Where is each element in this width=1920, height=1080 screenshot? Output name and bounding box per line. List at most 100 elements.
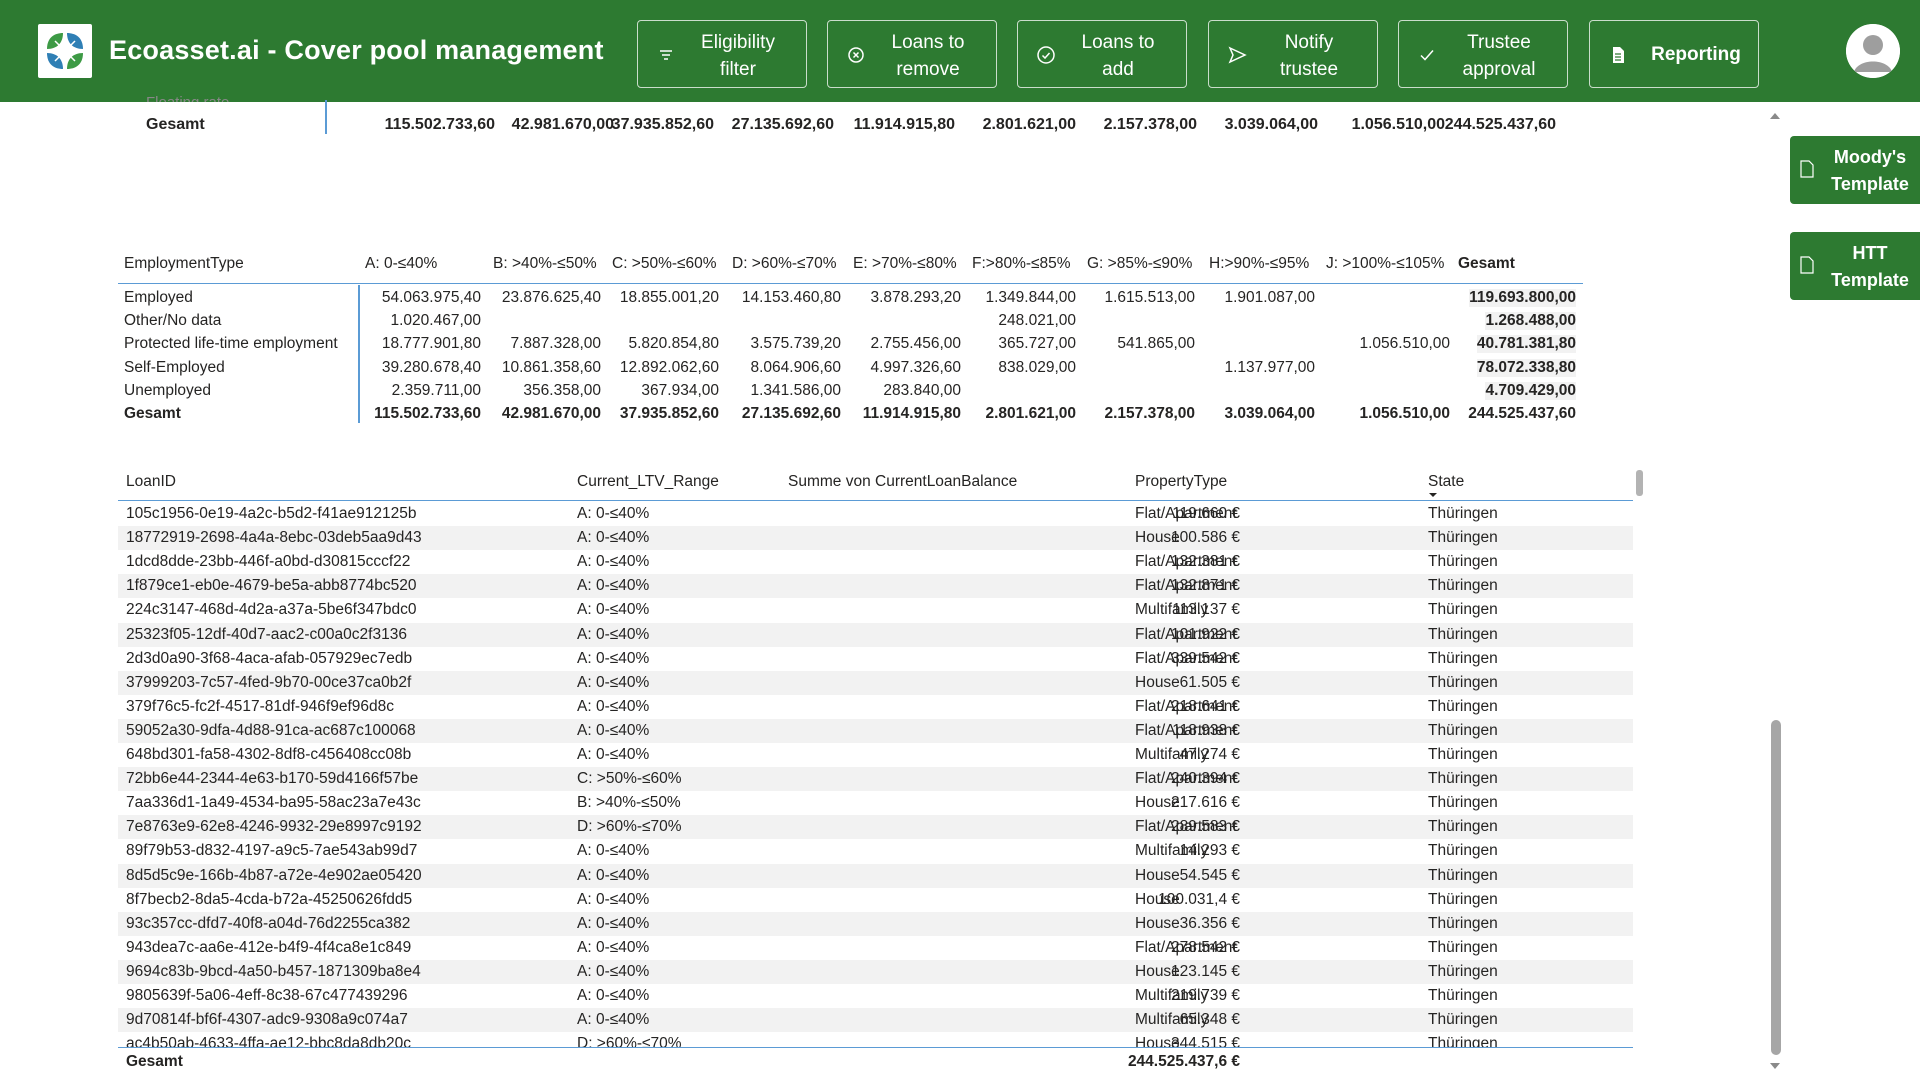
matrix-row-label: Gesamt	[124, 405, 181, 422]
scroll-up-icon[interactable]	[1769, 112, 1781, 120]
matrix-cell: 2.359.711,00	[391, 381, 481, 399]
htt-template-button[interactable]: HTT Template	[1790, 232, 1920, 300]
table-row[interactable]: 18772919-2698-4a4a-8ebc-03deb5aa9d43 A: 0…	[118, 526, 1633, 551]
matrix-cell: 119.693.800,00	[1469, 289, 1576, 307]
table-row[interactable]: 105c1956-0e19-4a2c-b5d2-f41ae912125b A: 0…	[118, 502, 1633, 526]
state-cell: Thüringen	[1428, 987, 1498, 1004]
loan-balance-cell: 240.394 €	[1171, 770, 1240, 788]
matrix-row-label: Employed	[124, 289, 193, 306]
header-property-type[interactable]: PropertyType	[1135, 473, 1228, 490]
header-state[interactable]: State	[1428, 473, 1465, 490]
page-scrollbar-thumb[interactable]	[1771, 720, 1781, 1055]
moodys-template-button[interactable]: Moody's Template	[1790, 136, 1920, 204]
loan-id-cell: 8f7becb2-8da5-4cda-b72a-45250626fdd5	[126, 890, 413, 908]
table-row[interactable]: 25323f05-12df-40d7-aac2-c00a0c2f3136 A: 0…	[118, 622, 1633, 647]
table-row[interactable]: 8d5d5c9e-166b-4b87-a72e-4e902ae05420 A: 0…	[118, 863, 1633, 888]
matrix-cell: 1.020.467,00	[390, 312, 481, 330]
notify-trustee-button[interactable]: Notify trustee	[1208, 20, 1378, 88]
property-type-cell: Flat/Apartment	[1135, 938, 1237, 956]
table-row[interactable]: 72bb6e44-2344-4e63-b170-59d4166f57be C: >…	[118, 767, 1633, 792]
ltv-range-cell: A: 0-≤40%	[577, 505, 650, 522]
sort-desc-icon[interactable]	[1428, 492, 1438, 498]
loan-id-cell: 105c1956-0e19-4a2c-b5d2-f41ae912125b	[126, 505, 417, 522]
property-type-cell: House	[1135, 962, 1180, 980]
ecoasset-logo	[38, 24, 92, 78]
employment-matrix: EmploymentType A: 0-≤40% B: >40%-≤50% C:…	[118, 251, 1583, 427]
matrix-cell: 3.878.293,20	[870, 289, 961, 306]
loan-balance-cell: 100.586 €	[1171, 529, 1240, 547]
state-cell: Thüringen	[1428, 649, 1498, 667]
state-cell: Thüringen	[1428, 1011, 1498, 1029]
loans-to-add-button[interactable]: Loans to add	[1017, 20, 1187, 88]
matrix-row: Other/No data 1.020.467,00 248.021,00 1.268…	[118, 310, 1583, 333]
header-loanid[interactable]: LoanID	[126, 473, 176, 490]
trustee-approval-button[interactable]: Trustee approval	[1398, 20, 1568, 88]
loan-balance-cell: 54.545 €	[1179, 866, 1240, 884]
table-row[interactable]: 7e8763e9-62e8-4246-9932-29e8997c9192 D: >…	[118, 815, 1633, 840]
ltv-range-cell: A: 0-≤40%	[577, 890, 650, 908]
ltv-range-cell: A: 0-≤40%	[577, 987, 650, 1004]
ltv-range-cell: A: 0-≤40%	[577, 842, 650, 860]
total-label: Gesamt	[146, 116, 205, 133]
table-row[interactable]: 8f7becb2-8da5-4cda-b72a-45250626fdd5 A: 0…	[118, 888, 1633, 912]
ltv-summary-table: Floating rate Gesamt 115.502.733,60 42.9…	[118, 94, 1558, 136]
matrix-cell: 1.901.087,00	[1224, 289, 1315, 306]
ltv-range-cell: A: 0-≤40%	[577, 649, 650, 667]
matrix-cell: 18.777.901,80	[381, 335, 481, 353]
table-row[interactable]: 93c357cc-dfd7-40f8-a04d-76d2255ca382 A: 0…	[118, 911, 1633, 936]
matrix-cell: 12.892.062,60	[619, 358, 719, 376]
table-row[interactable]: 59052a30-9dfa-4d88-91ca-ac687c100068 A: 0…	[118, 718, 1633, 743]
state-cell: Thüringen	[1428, 962, 1498, 980]
table-row[interactable]: 1f879ce1-eb0e-4679-be5a-abb8774bc520 A: 0…	[118, 574, 1633, 599]
table-row[interactable]: 89f79b53-d832-4197-a9c5-7ae543ab99d7 A: 0…	[118, 839, 1633, 863]
table-row[interactable]: 224c3147-468d-4d2a-a37a-5be6f347bdc0 A: 0…	[118, 598, 1633, 622]
ltv-range-cell: A: 0-≤40%	[577, 625, 650, 643]
user-avatar[interactable]	[1846, 24, 1900, 78]
state-cell: Thüringen	[1428, 866, 1498, 884]
eligibility-filter-button[interactable]: Eligibility filter	[637, 20, 807, 88]
ltv-range-cell: A: 0-≤40%	[577, 529, 650, 547]
loans-to-add-label-1: Loans to	[1081, 32, 1155, 53]
column-header: D: >60%-≤70%	[732, 255, 837, 272]
loan-id-cell: 37999203-7c57-4fed-9b70-00ce37ca0b2f	[126, 673, 412, 691]
reporting-button[interactable]: Reporting	[1589, 20, 1759, 88]
loan-balance-cell: 132.871 €	[1171, 577, 1240, 595]
matrix-cell: 27.135.692,60	[741, 405, 841, 422]
partial-row: Floating rate	[146, 94, 1546, 102]
table-row[interactable]: 7aa336d1-1a49-4534-ba95-58ac23a7e43c B: >…	[118, 791, 1633, 815]
matrix-cell: 3.039.064,00	[1224, 405, 1315, 422]
matrix-cell: 1.349.844,00	[985, 289, 1076, 306]
scroll-down-icon[interactable]	[1769, 1062, 1781, 1070]
loans-to-remove-button[interactable]: Loans to remove	[827, 20, 997, 88]
loan-id-cell: 9805639f-5a06-4eff-8c38-67c477439296	[126, 987, 408, 1004]
table-row[interactable]: 9694c83b-9bcd-4a50-b457-1871309ba8e4 A: 0…	[118, 959, 1633, 984]
table-row[interactable]: 9d70814f-bf6f-4307-adc9-9308a9c074a7 A: 0…	[118, 1008, 1633, 1033]
loan-table-scrollbar[interactable]	[1636, 470, 1643, 496]
header-loan-balance[interactable]: Summe von CurrentLoanBalance	[788, 473, 1018, 490]
table-row[interactable]: 943dea7c-aa6e-412e-b4f9-4f4ca8e1c849 A: 0…	[118, 936, 1633, 960]
loans-to-add-label-2: add	[1102, 59, 1134, 80]
header-ltv-range[interactable]: Current_LTV_Range	[577, 473, 719, 490]
loan-id-cell: 224c3147-468d-4d2a-a37a-5be6f347bdc0	[126, 601, 417, 619]
table-row[interactable]: 1dcd8dde-23bb-446f-a0bd-d30815cccf22 A: 0…	[118, 550, 1633, 574]
matrix-cell: 18.855.001,20	[619, 289, 719, 306]
table-row[interactable]: 37999203-7c57-4fed-9b70-00ce37ca0b2f A: 0…	[118, 670, 1633, 695]
loan-id-cell: 18772919-2698-4a4a-8ebc-03deb5aa9d43	[126, 529, 422, 547]
loan-id-cell: 8d5d5c9e-166b-4b87-a72e-4e902ae05420	[126, 866, 422, 884]
ltv-range-cell: A: 0-≤40%	[577, 1011, 650, 1029]
trustee-approval-label-1: Trustee	[1467, 32, 1531, 53]
matrix-cell: 1.615.513,00	[1104, 289, 1195, 306]
column-header: F:>80%-≤85%	[972, 255, 1071, 272]
property-type-cell: House	[1135, 866, 1180, 884]
loan-id-cell: 93c357cc-dfd7-40f8-a04d-76d2255ca382	[126, 914, 411, 932]
table-row[interactable]: 2d3d0a90-3f68-4aca-afab-057929ec7edb A: 0…	[118, 647, 1633, 671]
table-row[interactable]: 9805639f-5a06-4eff-8c38-67c477439296 A: 0…	[118, 984, 1633, 1008]
matrix-cell: 42.981.670,00	[501, 405, 601, 422]
table-row[interactable]: 379f76c5-fc2f-4517-81df-946f9ef96d8c A: 0…	[118, 695, 1633, 719]
matrix-cell: 1.056.510,00	[1359, 405, 1450, 422]
column-divider	[325, 100, 327, 134]
table-row[interactable]: 648bd301-fa58-4302-8df8-c456408cc08b A: 0…	[118, 743, 1633, 767]
loan-id-cell: 2d3d0a90-3f68-4aca-afab-057929ec7edb	[126, 649, 413, 667]
property-type-cell: Flat/Apartment	[1135, 818, 1237, 836]
ltv-range-cell: A: 0-≤40%	[577, 721, 650, 739]
